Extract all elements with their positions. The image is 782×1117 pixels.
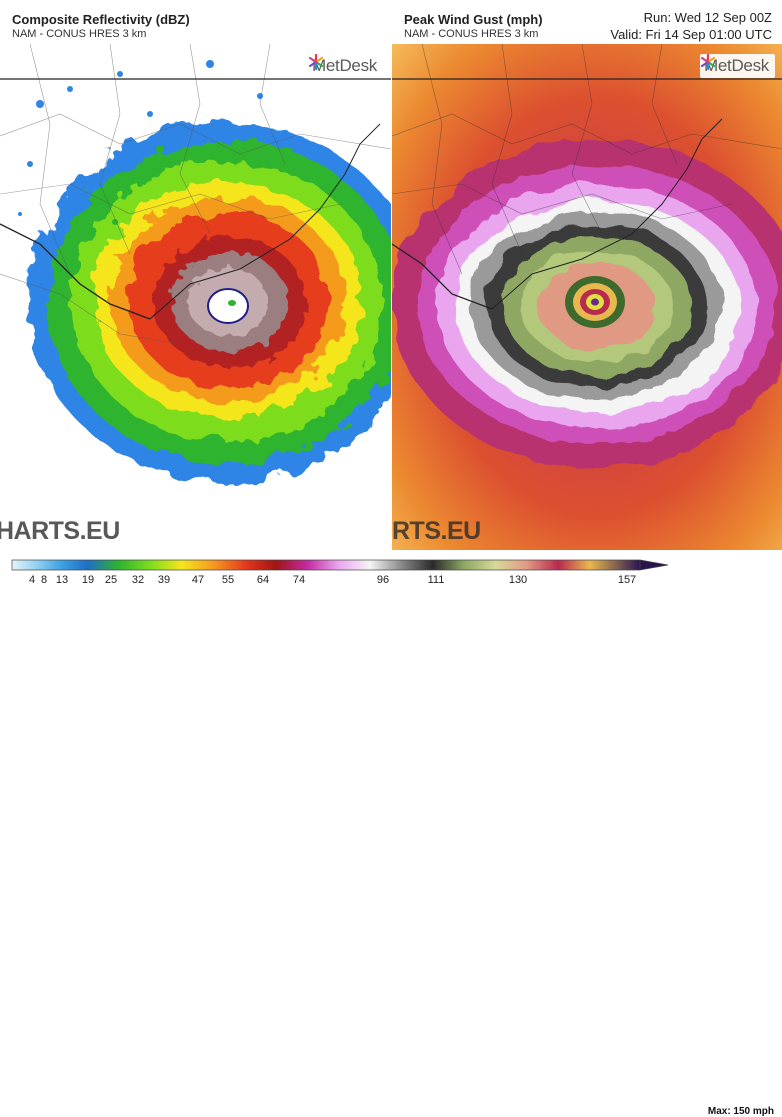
wind-gust-map: MetDesk RTS.EU xyxy=(391,44,782,550)
scale-tick-label: 64 xyxy=(256,574,270,586)
scale-tick-label: 47 xyxy=(191,574,205,586)
right-chart-title: Peak Wind Gust (mph) xyxy=(404,12,543,27)
right-chart-subtitle: NAM - CONUS HRES 3 km xyxy=(404,28,539,40)
right-watermark: RTS.EU xyxy=(392,517,481,545)
reflectivity-map: MetDesk HARTS.EU xyxy=(0,44,391,550)
scale-tick-label: 19 xyxy=(81,574,95,586)
metdesk-logo-icon xyxy=(308,54,324,70)
scale-tick-label: 55 xyxy=(221,574,235,586)
scale-tick-label: 39 xyxy=(157,574,171,586)
metdesk-logo: MetDesk xyxy=(700,54,775,78)
scale-tick-label: 74 xyxy=(292,574,306,586)
metdesk-logo-text: MetDesk xyxy=(704,56,769,75)
color-scale-bar xyxy=(11,559,669,571)
header: Composite Reflectivity (dBZ) NAM - CONUS… xyxy=(0,0,782,44)
left-watermark: HARTS.EU xyxy=(0,517,120,545)
valid-time: Valid: Fri 14 Sep 01:00 UTC xyxy=(610,27,772,42)
scale-tick-label: 157 xyxy=(617,574,637,586)
scale-tick-label: 96 xyxy=(376,574,390,586)
scale-tick-label: 25 xyxy=(104,574,118,586)
metdesk-logo: MetDesk xyxy=(308,54,383,78)
scale-tick-label: 4 xyxy=(28,574,36,586)
max-value-label: Max: 150 mph xyxy=(707,1106,774,1117)
wind-gust-map-graphic xyxy=(392,44,782,550)
scale-tick-label: 13 xyxy=(55,574,69,586)
metdesk-logo-text: MetDesk xyxy=(312,56,377,75)
scale-tick-label: 111 xyxy=(427,574,445,586)
metdesk-logo-icon xyxy=(700,54,716,70)
scale-tick-label: 8 xyxy=(40,574,48,586)
run-time: Run: Wed 12 Sep 00Z xyxy=(643,10,772,25)
left-chart-title: Composite Reflectivity (dBZ) xyxy=(12,12,190,27)
color-scale: Max: 150 mph xyxy=(0,550,782,1117)
reflectivity-map-graphic xyxy=(0,44,391,550)
left-chart-subtitle: NAM - CONUS HRES 3 km xyxy=(12,28,147,40)
scale-tick-label: 32 xyxy=(131,574,145,586)
scale-tick-label: 130 xyxy=(508,574,528,586)
